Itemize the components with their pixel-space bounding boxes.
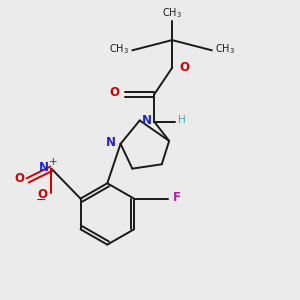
Text: O: O: [14, 172, 24, 185]
Text: CH$_3$: CH$_3$: [110, 42, 129, 56]
Text: H: H: [178, 116, 186, 125]
Text: N: N: [39, 161, 49, 174]
Text: +: +: [50, 157, 58, 167]
Text: F: F: [173, 190, 181, 204]
Text: O: O: [38, 188, 48, 202]
Text: N: N: [106, 136, 116, 149]
Text: N: N: [142, 114, 152, 127]
Text: −: −: [36, 194, 46, 207]
Text: CH$_3$: CH$_3$: [162, 6, 182, 20]
Text: CH$_3$: CH$_3$: [215, 42, 235, 56]
Text: O: O: [179, 61, 189, 74]
Text: O: O: [109, 86, 119, 99]
